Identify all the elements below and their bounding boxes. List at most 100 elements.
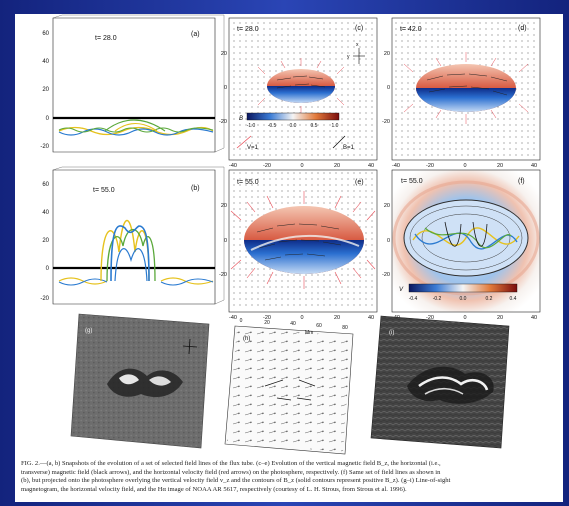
panel-c-colorbar-ticks: -1.0 -0.5 0.0 0.5 1.0 (247, 123, 339, 129)
panel-e-x-ticks: -40 -20 0 20 40 (229, 315, 374, 321)
panel-h-top-tick: 40 (290, 321, 296, 327)
panel-h-velocity-vectors (227, 328, 351, 452)
panel-d-xtick: -20 (426, 163, 434, 169)
panel-b-ytick: -20 (40, 296, 49, 302)
panel-d-x-ticks: -40 -20 0 20 40 (392, 163, 537, 169)
panel-c-axis-compass (353, 48, 365, 64)
panel-f-field-line-blue (414, 232, 518, 250)
panel-c-xtick: 20 (334, 163, 340, 169)
panel-a-ytick: -20 (40, 144, 49, 150)
panel-a-box (52, 17, 216, 153)
panel-e-xtick: -40 (229, 315, 237, 321)
panel-d-xtick: 40 (531, 163, 537, 169)
panel-c-colorbar-tick: 0.5 (311, 123, 318, 129)
panel-f-contour-1 (409, 205, 523, 271)
caption-line: transverse) magnetic field (black arrows… (21, 468, 441, 476)
panel-i-filament-region (407, 366, 494, 404)
panel-d-time-label: t= 42.0 (400, 26, 422, 33)
panel-h: 0 20 40 60 80 Mm (h) (224, 318, 354, 455)
panel-c: t= 28.0 (c) x y B -1.0 -0.5 0.0 0.5 1.0 … (219, 17, 378, 169)
panel-c-ytick: -20 (219, 119, 227, 125)
panel-c-colorbar-tick: -0.5 (268, 123, 277, 129)
panel-f-xtick: 0 (463, 315, 466, 321)
panel-e-xtick: 40 (368, 315, 374, 321)
panel-i-bright-arch (418, 376, 489, 391)
panel-c-transverse-arrows (276, 75, 326, 89)
panel-c-xtick: -20 (263, 163, 271, 169)
panel-a-field-line-green (58, 127, 214, 133)
panel-f-ytick: -20 (382, 272, 390, 278)
panel-e-xtick: 20 (334, 315, 340, 321)
panel-c-field-reference-label: B=1 (343, 145, 355, 151)
panel-f-ytick: 20 (384, 203, 390, 209)
panel-f-colorbar-tick: 0.2 (486, 296, 493, 302)
panel-c-colorbar-tick: 0.0 (290, 123, 297, 129)
panel-h-top-ticks: 0 20 40 60 80 (240, 318, 348, 331)
panel-f-time-label: t= 55.0 (401, 178, 423, 185)
caption-line: (b), but projected onto the photosphere … (21, 477, 451, 485)
panel-e-xtick: 0 (300, 315, 303, 321)
panel-b-box (52, 169, 216, 305)
panel-d-xtick: -40 (392, 163, 400, 169)
panel-e-ytick: -20 (219, 272, 227, 278)
panel-e-y-ticks: 20 0 -20 (219, 203, 227, 278)
figure-canvas: 60 40 20 0 -20 t= 28.0 (a) 60 40 20 0 -2… (40, 14, 541, 455)
panel-h-top-tick: 60 (316, 323, 322, 329)
panel-b-base-blue-right (160, 278, 214, 286)
panel-f-xtick: 40 (531, 315, 537, 321)
panel-a-ytick: 60 (42, 31, 49, 37)
panel-i-bright-arch-2 (424, 387, 464, 395)
panel-e-transverse-arrows (256, 223, 342, 261)
panel-e-xtick: -20 (263, 315, 271, 321)
panel-b-y-ticks: 60 40 20 0 -20 (40, 182, 49, 302)
panel-c-letter: (c) (355, 25, 363, 32)
panel-h-converging-flows (264, 379, 316, 401)
panel-d-transverse-arrows (426, 73, 508, 96)
panel-f-field-line-green (424, 227, 512, 249)
panel-e-negative-region (244, 240, 364, 274)
panel-h-top-tick: 0 (240, 318, 243, 324)
panel-b-base-blue-left (58, 278, 108, 286)
panel-b-inner-loop-blue (114, 248, 148, 282)
caption-line: magnetogram, the horizontal velocity fie… (21, 485, 407, 493)
panel-h-axis-label: Mm (305, 330, 313, 336)
panel-c-colorbar (246, 112, 340, 121)
panel-a-emerging-loop-yellow (114, 122, 158, 132)
panel-g: (g) (70, 313, 210, 449)
panel-c-field-reference-arrow (332, 135, 346, 149)
panel-c-velocity-reference-label: V=1 (247, 145, 259, 151)
panel-c-velocity-reference-arrow (236, 135, 252, 149)
panel-b-base-yellow-left (58, 277, 108, 285)
panel-g-positive-polarity-2 (149, 376, 171, 386)
panel-f-contour-2 (421, 213, 511, 263)
panel-d-xtick: 20 (497, 163, 503, 169)
panel-c-colorbar-tick: 1.0 (332, 123, 339, 129)
panel-c-x-ticks: -40 -20 0 20 40 (229, 163, 374, 169)
panel-a-time-label: t= 28.0 (95, 35, 117, 42)
panel-f-colorbar-tick: 0.4 (510, 296, 517, 302)
panel-b-box-depth (52, 166, 225, 305)
figure-caption: FIG. 2.—(a, b) Snapshots of the evolutio… (21, 460, 561, 494)
panel-f-colorbar-ticks: -0.4 -0.2 0.0 0.2 0.4 (409, 296, 517, 302)
panel-c-xtick: -40 (229, 163, 237, 169)
panel-d-ytick: 20 (384, 51, 390, 57)
panel-e-ytick: 20 (221, 203, 227, 209)
panel-h-top-tick: 20 (264, 320, 270, 326)
panel-c-ytick: 20 (221, 51, 227, 57)
panel-g-compass (182, 338, 198, 355)
panel-f-y-ticks: 20 0 -20 (382, 203, 390, 278)
panel-i-letter: (i) (389, 330, 394, 336)
panel-d-ytick: 0 (387, 85, 390, 91)
panel-f-xtick: 20 (497, 315, 503, 321)
panel-a-ytick: 40 (42, 59, 49, 65)
panel-c-xtick: 40 (368, 163, 374, 169)
panel-f-colorbar-tick: 0.0 (460, 296, 467, 302)
panel-b-ytick: 60 (42, 182, 49, 188)
panel-f-letter: (f) (518, 178, 525, 185)
panel-f-colorbar-tick: -0.4 (409, 296, 418, 302)
panel-a-y-ticks: 60 40 20 0 -20 (40, 31, 49, 150)
panel-b-rising-loop-yellow (100, 219, 150, 282)
panel-b-rising-loop-blue (110, 225, 150, 282)
panel-d-ytick: -20 (382, 119, 390, 125)
panel-f-ytick: 0 (387, 238, 390, 244)
